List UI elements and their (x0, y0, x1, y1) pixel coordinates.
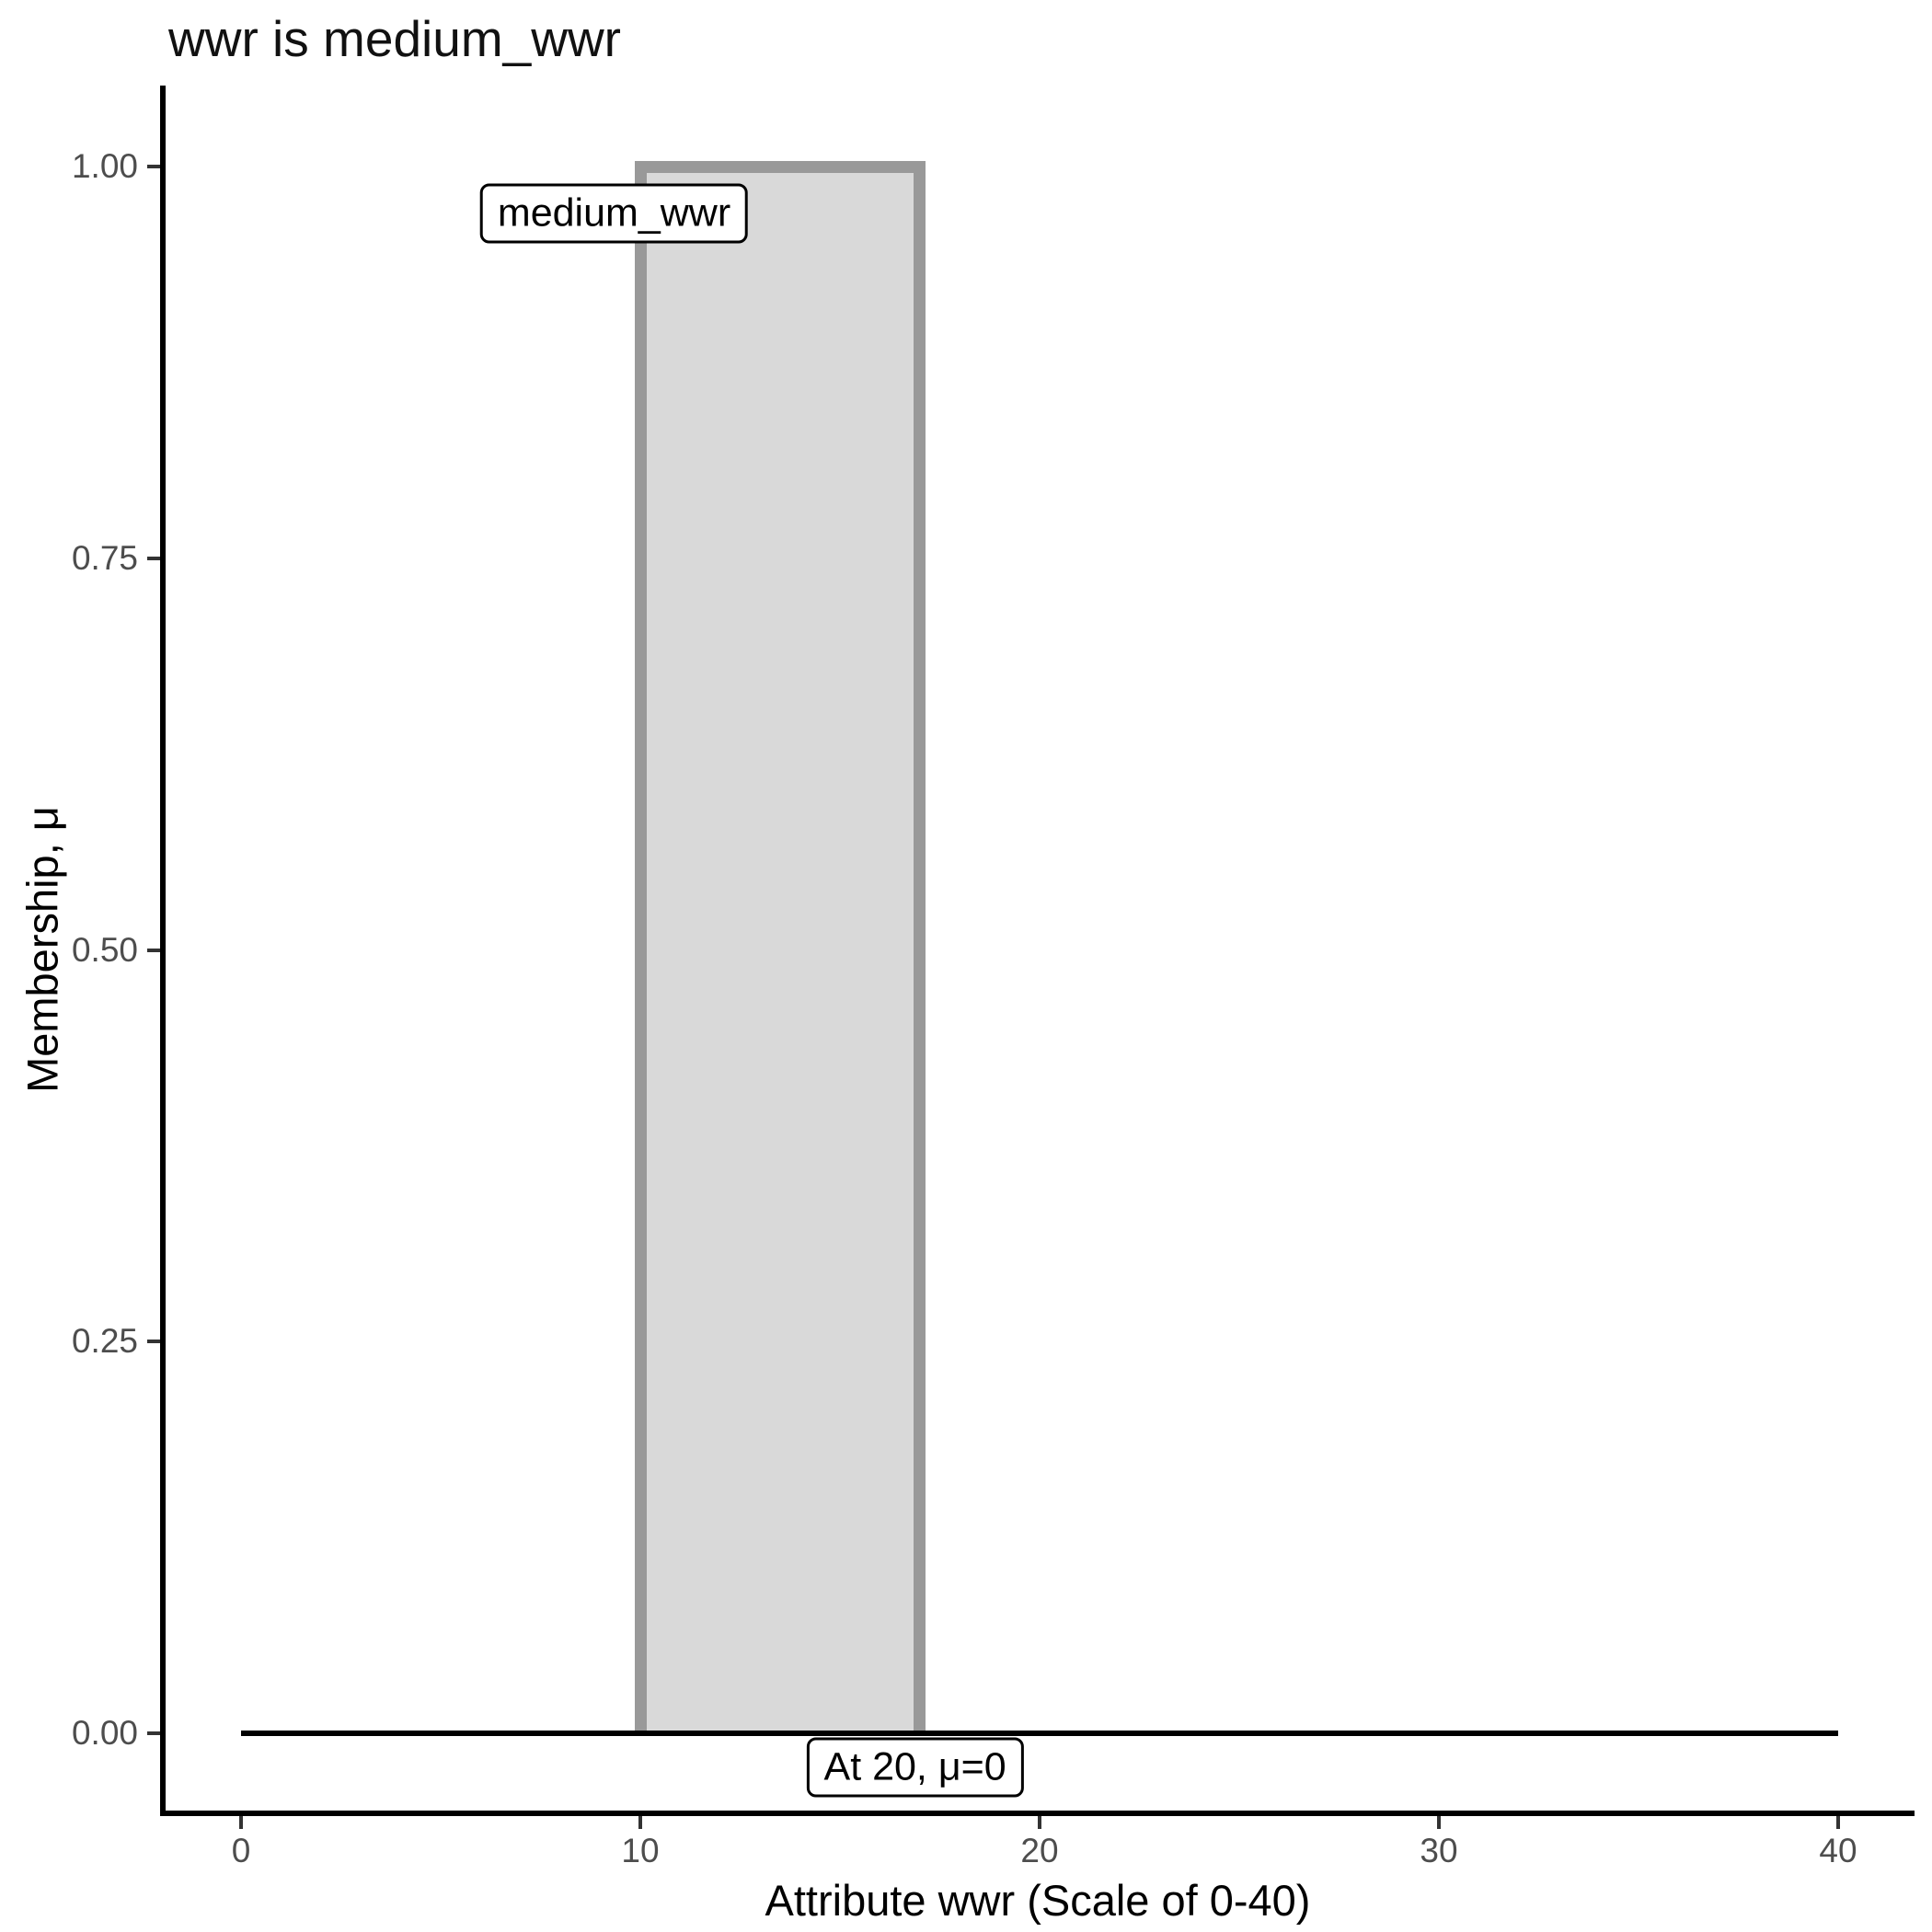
y-tick-label: 0.50 (71, 930, 138, 969)
y-tick-mark (147, 948, 160, 952)
membership-function-rectangle (634, 160, 926, 1733)
x-tick-label: 0 (231, 1832, 251, 1869)
x-tick-label: 10 (621, 1832, 660, 1869)
y-tick-mark (147, 1731, 160, 1735)
x-axis-title: Attribute wwr (Scale of 0-40) (765, 1876, 1311, 1925)
y-tick-label: 1.00 (71, 147, 138, 185)
x-tick-label: 30 (1420, 1832, 1458, 1869)
chart-title: wwr is medium_wwr (168, 10, 621, 67)
x-tick-mark (1836, 1816, 1840, 1829)
x-axis-line (160, 1811, 1915, 1816)
y-tick-mark (147, 556, 160, 560)
x-tick-mark (1437, 1816, 1441, 1829)
x-tick-mark (239, 1816, 243, 1829)
y-tick-label: 0.00 (71, 1714, 138, 1752)
annotation-at-20: At 20, μ=0 (806, 1737, 1024, 1798)
y-tick-label: 0.75 (71, 538, 138, 577)
x-tick-mark (1038, 1816, 1041, 1829)
y-tick-mark (147, 165, 160, 168)
x-tick-mark (638, 1816, 642, 1829)
y-axis-line (160, 86, 166, 1816)
membership-baseline (241, 1731, 1838, 1736)
annotation-medium-wwr: medium_wwr (479, 183, 749, 244)
x-tick-label: 40 (1819, 1832, 1857, 1869)
x-tick-label: 20 (1020, 1832, 1059, 1869)
y-tick-label: 0.25 (71, 1322, 138, 1361)
y-tick-mark (147, 1340, 160, 1344)
